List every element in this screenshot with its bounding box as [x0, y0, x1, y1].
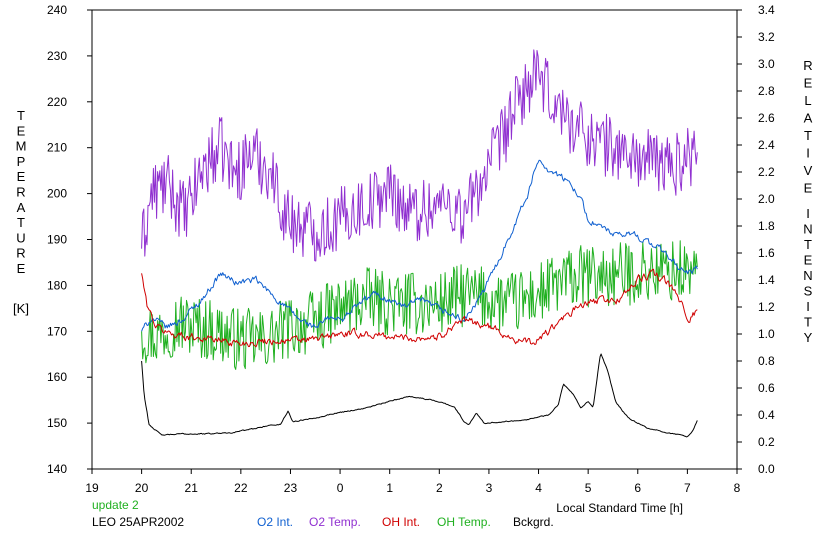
- right-tick-label: 1.0: [758, 327, 775, 341]
- right-axis-letter: A: [804, 111, 813, 126]
- left-axis-letter: A: [17, 200, 26, 215]
- x-tick-label: 7: [684, 481, 691, 495]
- right-axis-letter: N: [803, 222, 812, 237]
- left-axis-letter: R: [16, 246, 25, 261]
- left-tick-label: 170: [47, 324, 67, 338]
- right-tick-label: 0.0: [758, 462, 775, 476]
- right-axis-letter: I: [806, 206, 810, 221]
- series-layer: [141, 49, 698, 438]
- x-tick-label: 22: [234, 481, 248, 495]
- left-tick-label: 200: [47, 187, 67, 201]
- right-tick-label: 1.2: [758, 300, 775, 314]
- right-axis-letter: L: [804, 93, 811, 108]
- plot-border: [91, 9, 738, 470]
- legend-entry: OH Int.: [382, 515, 420, 529]
- series-line-bckgrd: [141, 353, 698, 438]
- right-axis-ticks: 0.0 0.2 0.4 0.6 0.8 1.0 1.2 1.4 1.6 1.8 2.0 2.2 2.4 2…: [737, 3, 775, 476]
- right-axis-letter: I: [806, 299, 810, 314]
- legend-entry: O2 Int.: [257, 515, 293, 529]
- x-axis-label: Local Standard Time [h]: [556, 501, 683, 515]
- x-tick-label: 2: [436, 481, 443, 495]
- left-axis-letter: M: [16, 139, 27, 154]
- left-tick-label: 150: [47, 416, 67, 430]
- right-tick-label: 0.4: [758, 408, 775, 422]
- right-axis-letter: T: [804, 315, 812, 330]
- left-axis-ticks: 140 150 160 170 180 190 200 210 220 230 240: [47, 3, 92, 476]
- right-tick-label: 1.8: [758, 219, 775, 233]
- left-axis-letter: T: [17, 108, 25, 123]
- left-tick-label: 160: [47, 370, 67, 384]
- right-tick-label: 2.2: [758, 165, 775, 179]
- left-tick-label: 240: [47, 3, 67, 17]
- right-tick-label: 3.4: [758, 3, 775, 17]
- right-axis-letter: E: [804, 253, 813, 268]
- right-tick-label: 3.2: [758, 30, 775, 44]
- right-axis-letter: T: [804, 237, 812, 252]
- right-tick-label: 2.4: [758, 138, 775, 152]
- right-tick-label: 0.8: [758, 354, 775, 368]
- right-axis-letter: Y: [804, 330, 813, 345]
- series-line-o2-temp: [141, 49, 698, 262]
- legend-entry: OH Temp.: [437, 515, 491, 529]
- x-tick-label: 4: [535, 481, 542, 495]
- right-tick-label: 2.6: [758, 111, 775, 125]
- x-axis-ticks: 19 20 21 22 23 0 1 2 3 4 5 6 7 8: [85, 469, 741, 495]
- right-tick-label: 1.4: [758, 273, 775, 287]
- plot-frame: [91, 9, 738, 470]
- x-tick-label: 8: [734, 481, 741, 495]
- legend: O2 Int. O2 Temp. OH Int. OH Temp. Bckgrd.: [257, 515, 554, 529]
- right-axis-letter: E: [804, 76, 813, 91]
- x-tick-label: 6: [634, 481, 641, 495]
- right-tick-label: 2.0: [758, 192, 775, 206]
- left-tick-label: 220: [47, 95, 67, 109]
- left-tick-label: 140: [47, 462, 67, 476]
- x-tick-label: 20: [135, 481, 149, 495]
- series-line-oh-temp: [141, 240, 698, 370]
- series-line-oh-int: [141, 268, 698, 348]
- series-line-o2-int: [141, 159, 698, 332]
- left-axis-letter: U: [16, 230, 25, 245]
- left-tick-label: 180: [47, 278, 67, 292]
- right-tick-label: 1.6: [758, 246, 775, 260]
- legend-entry: Bckgrd.: [513, 515, 554, 529]
- right-tick-label: 3.0: [758, 57, 775, 71]
- left-axis-letter: R: [16, 185, 25, 200]
- station-date-label: LEO 25APR2002: [92, 515, 184, 529]
- left-axis-letter: E: [17, 261, 26, 276]
- x-tick-label: 23: [284, 481, 298, 495]
- right-axis-letter: N: [803, 268, 812, 283]
- left-axis-unit: [K]: [13, 301, 29, 316]
- left-axis-letter: P: [17, 154, 26, 169]
- right-axis-letter: T: [804, 128, 812, 143]
- left-axis-letter: E: [17, 123, 26, 138]
- x-tick-label: 1: [386, 481, 393, 495]
- right-axis-letter: I: [806, 146, 810, 161]
- x-tick-label: 3: [486, 481, 493, 495]
- left-tick-label: 230: [47, 49, 67, 63]
- right-tick-label: 0.2: [758, 435, 775, 449]
- right-axis-letter: V: [804, 163, 813, 178]
- right-axis-letter: E: [804, 181, 813, 196]
- left-axis-letter: E: [17, 169, 26, 184]
- legend-entry: O2 Temp.: [309, 515, 361, 529]
- x-tick-label: 0: [337, 481, 344, 495]
- right-axis-letter: S: [804, 284, 813, 299]
- x-tick-label: 21: [185, 481, 199, 495]
- right-axis-letter: R: [803, 58, 812, 73]
- left-tick-label: 210: [47, 141, 67, 155]
- x-tick-label: 19: [85, 481, 99, 495]
- right-tick-label: 0.6: [758, 381, 775, 395]
- update-note: update 2: [92, 498, 139, 512]
- left-tick-label: 190: [47, 233, 67, 247]
- left-axis-letter: T: [17, 215, 25, 230]
- right-tick-label: 2.8: [758, 84, 775, 98]
- x-tick-label: 5: [585, 481, 592, 495]
